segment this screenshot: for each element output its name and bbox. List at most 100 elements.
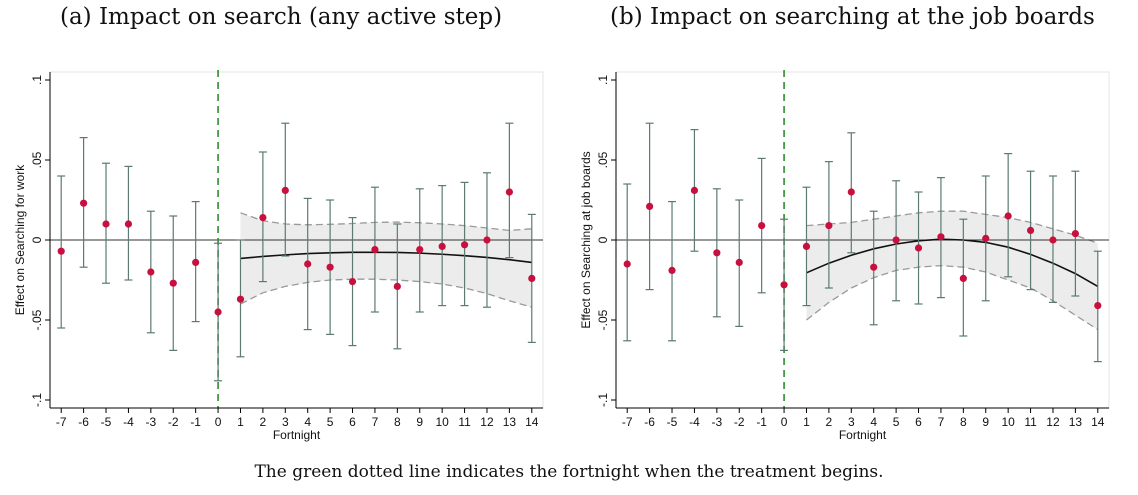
panel-b-title: (b) Impact on searching at the job board… [610, 4, 1095, 30]
x-tick-label: 2 [826, 415, 833, 429]
estimate-point [937, 233, 945, 241]
x-tick-label: 1 [237, 415, 244, 429]
x-tick-label: 13 [503, 415, 517, 429]
x-tick-label: 2 [260, 415, 267, 429]
panel-a-chart: -.1-.050.05.1-7 -6 -5 -4 -3 -2 -1 0 1 2 3 4 5 6 7 8 9 10 1… [13, 70, 544, 442]
y-tick-label: -.1 [596, 393, 610, 407]
y-tick-label: -.05 [596, 309, 610, 330]
estimate-point [1071, 230, 1079, 238]
estimate-point [735, 258, 743, 266]
x-tick-label: 10 [1001, 415, 1015, 429]
estimate-point [1026, 226, 1035, 234]
x-tick-label: 6 [915, 415, 922, 429]
x-tick-label: 7 [372, 415, 379, 429]
y-axis-label: Effect on Searching at job boards [579, 151, 593, 328]
x-tick-label: -1 [190, 415, 201, 429]
y-tick-label: .1 [596, 75, 610, 85]
x-tick-label: 11 [1024, 415, 1037, 429]
estimate-point [102, 220, 110, 228]
estimate-point [959, 274, 967, 282]
estimate-point [1094, 302, 1102, 310]
y-tick-label: 0 [596, 236, 610, 243]
estimate-point [690, 186, 699, 194]
estimate-point [326, 263, 334, 271]
estimate-point [438, 242, 446, 250]
estimate-point [483, 236, 491, 244]
x-tick-label: 8 [960, 415, 967, 429]
fit-line [240, 251, 532, 264]
y-tick-label: -.1 [30, 393, 44, 407]
x-tick-label: -7 [622, 415, 633, 429]
estimate-point [780, 281, 788, 289]
estimate-point [668, 266, 676, 274]
x-tick-label: 12 [1046, 415, 1060, 429]
x-axis-label: Fortnight [839, 428, 887, 442]
y-tick-label: .1 [30, 75, 44, 85]
estimate-point [259, 214, 267, 222]
estimate-point [214, 308, 222, 316]
estimate-point [892, 236, 900, 244]
estimate-point [393, 282, 401, 290]
estimate-point [1004, 212, 1012, 220]
estimate-point [147, 268, 155, 276]
x-tick-label: -5 [101, 415, 112, 429]
x-tick-label: 6 [349, 415, 356, 429]
x-tick-label: -1 [756, 415, 767, 429]
x-tick-label: 12 [480, 415, 494, 429]
fit-confidence-band [240, 212, 532, 308]
x-tick-label: -2 [168, 415, 179, 429]
estimate-point [124, 220, 133, 228]
x-tick-label: -4 [689, 415, 700, 429]
x-tick-label: -6 [78, 415, 89, 429]
x-tick-label: 9 [416, 415, 423, 429]
x-tick-label: 0 [781, 415, 788, 429]
x-tick-label: -4 [123, 415, 134, 429]
x-tick-label: 7 [938, 415, 945, 429]
estimate-point [713, 249, 721, 257]
estimate-point [914, 244, 923, 252]
estimate-point [847, 188, 855, 196]
estimate-point [371, 246, 379, 254]
estimate-point [348, 278, 357, 286]
estimate-point [192, 258, 200, 266]
x-tick-label: 10 [435, 415, 449, 429]
estimate-point [236, 295, 245, 303]
x-tick-label: 8 [394, 415, 401, 429]
estimate-point [460, 241, 469, 249]
fit-upper-bound [806, 210, 1099, 244]
x-tick-label: 14 [525, 415, 539, 429]
estimate-point [646, 202, 654, 210]
estimate-point [505, 188, 513, 196]
x-tick-label: 5 [327, 415, 334, 429]
x-axis-label: Fortnight [273, 428, 321, 442]
panel-b-chart: -.1-.050.05.1-7 -6 -5 -4 -3 -2 -1 0 1 2 3 4 5 6 7 8 9 10 1… [579, 70, 1110, 442]
y-tick-label: .05 [30, 151, 44, 168]
x-tick-label: -3 [712, 415, 723, 429]
x-tick-label: 1 [803, 415, 810, 429]
x-tick-label: 5 [893, 415, 900, 429]
estimate-point [825, 222, 833, 230]
estimate-point [57, 247, 65, 255]
estimate-point [982, 234, 990, 242]
x-tick-label: -5 [667, 415, 678, 429]
fit-lower-bound [806, 264, 1099, 331]
x-tick-label: 13 [1069, 415, 1083, 429]
estimate-point [623, 260, 631, 268]
estimate-point [80, 199, 88, 207]
fit-confidence-band [806, 211, 1098, 330]
estimate-point [1049, 236, 1057, 244]
estimate-point [281, 186, 289, 194]
x-tick-label: 4 [304, 415, 311, 429]
estimate-point [802, 242, 811, 250]
y-axis-label: Effect on Searching for work [13, 164, 27, 316]
x-tick-label: -6 [644, 415, 655, 429]
x-tick-label: 4 [870, 415, 877, 429]
fit-upper-bound [240, 212, 532, 232]
estimate-point [169, 279, 177, 287]
y-tick-label: .05 [596, 151, 610, 168]
x-tick-label: -7 [56, 415, 67, 429]
x-tick-label: 14 [1091, 415, 1105, 429]
x-tick-label: -3 [146, 415, 157, 429]
x-tick-label: -2 [734, 415, 745, 429]
x-tick-label: 3 [848, 415, 855, 429]
